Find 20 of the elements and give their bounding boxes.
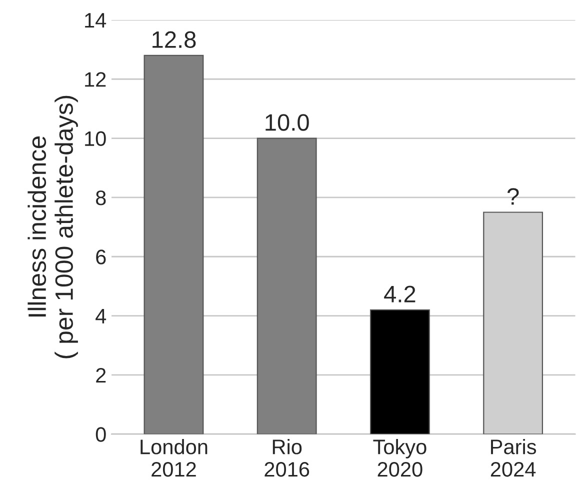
y-tick-label: 14	[85, 13, 106, 28]
data-label: 4.2	[384, 286, 416, 302]
y-tick-label: 10	[85, 131, 106, 146]
data-label: 12.8	[152, 31, 196, 48]
x-tick-label: Tokyo 2020	[373, 438, 426, 477]
x-tick-label: London 2012	[140, 438, 208, 477]
bar	[370, 309, 430, 434]
y-tick-label: 4	[96, 309, 106, 324]
y-tick-label: 0	[96, 427, 106, 442]
y-axis-title: Illness incidence ( per 1000 athlete-days)	[28, 96, 78, 358]
y-tick-label: 12	[85, 72, 106, 87]
x-tick-label: Paris 2024	[490, 438, 536, 477]
data-label: ?	[507, 188, 519, 205]
bar	[144, 54, 204, 434]
x-tick-label: Rio 2016	[264, 438, 310, 477]
y-tick-label: 2	[96, 368, 106, 383]
y-tick-label: 6	[96, 250, 106, 264]
bar	[256, 138, 317, 434]
data-label: 10.0	[266, 114, 309, 131]
y-tick-label: 8	[96, 190, 106, 206]
